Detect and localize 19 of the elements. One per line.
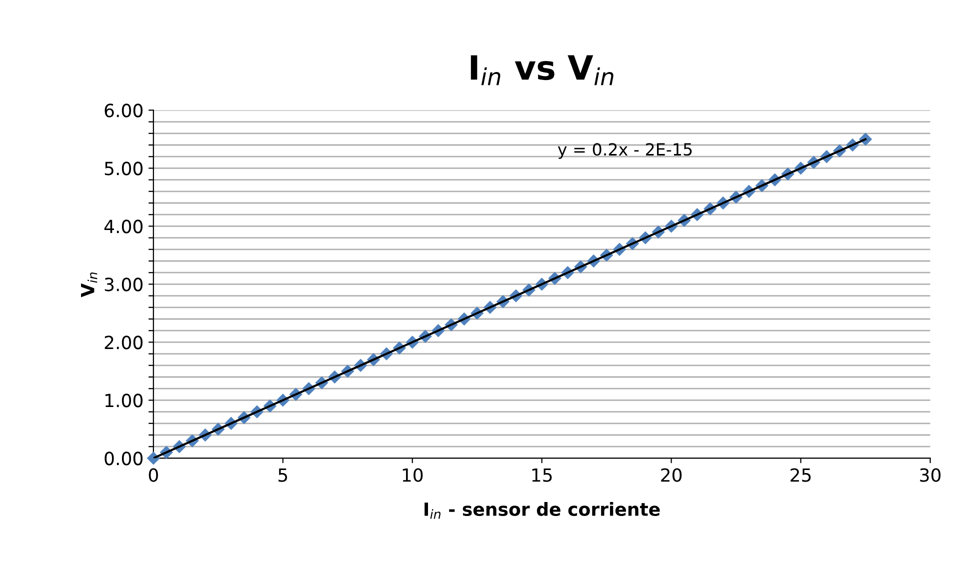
y-tick-label: 3.00	[104, 278, 143, 292]
x-tick-label: 15	[532, 468, 552, 482]
x-tick-label: 5	[278, 468, 288, 482]
x-tick-label: 10	[402, 468, 423, 482]
y-tick-label: 1.00	[106, 394, 143, 408]
x-tick-label: 25	[790, 468, 811, 482]
x-tick-label: 20	[661, 468, 682, 482]
y-tick-label: 4.00	[104, 220, 143, 234]
annotation: y = 0.2x - 2E-15	[558, 143, 692, 159]
y-tick-label: 0.00	[104, 452, 143, 466]
x-tick-label: 0	[148, 468, 158, 482]
chart-title: I$_{in}$ vs V$_{in}$	[470, 55, 614, 86]
y-tick-label: 6.00	[104, 104, 143, 118]
x-tick-label: 30	[920, 468, 941, 482]
point	[146, 452, 160, 465]
y-tick-label: 5.00	[104, 162, 143, 176]
y-axis-title: V$_{in}$	[81, 272, 98, 298]
y-tick-label: 2.00	[104, 336, 143, 350]
x-axis-title: I$_{in}$ - sensor de corriente	[424, 502, 660, 519]
